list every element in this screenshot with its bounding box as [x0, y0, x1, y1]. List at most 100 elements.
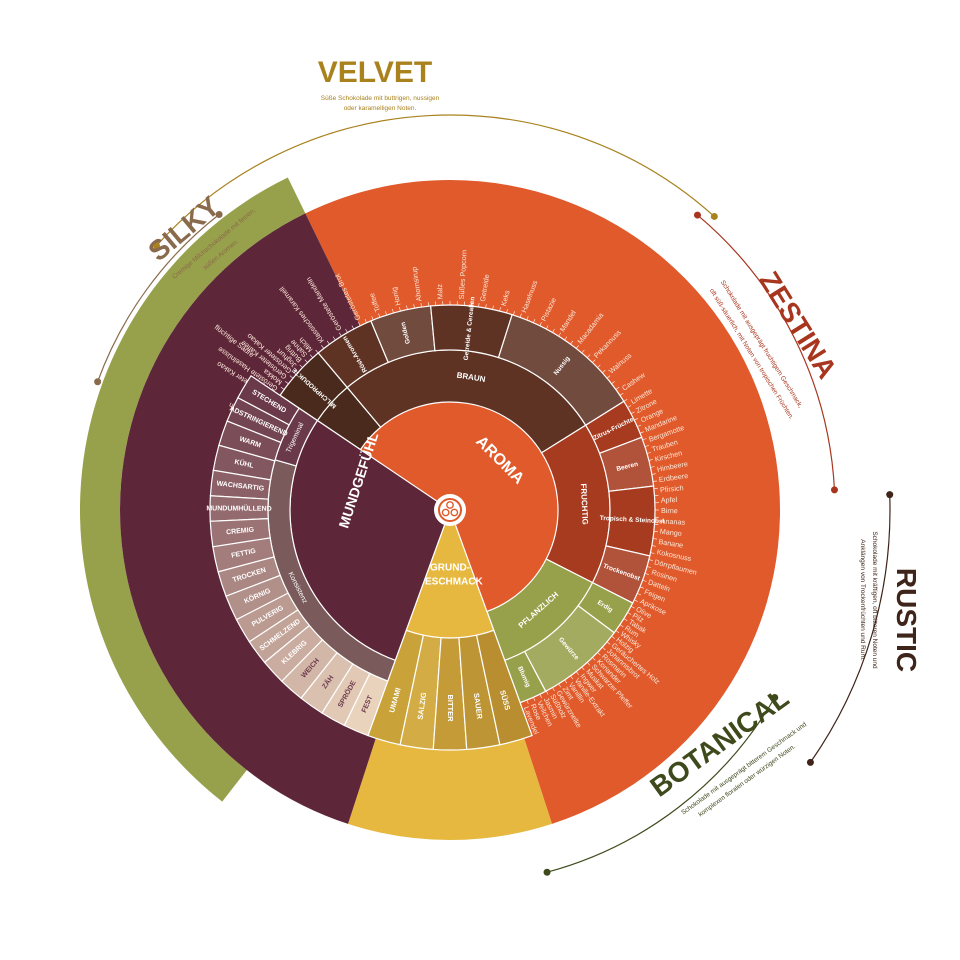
tick-mark: [338, 332, 342, 337]
tick-mark: [345, 328, 348, 333]
tick-mark: [606, 641, 611, 645]
tick-mark: [378, 313, 381, 318]
tick-mark: [634, 599, 638, 602]
tick-mark: [552, 328, 555, 333]
tick-mark: [637, 593, 642, 596]
aroma-term: Süßes Popcorn: [457, 250, 469, 300]
tick-mark: [597, 364, 601, 368]
mundgefuehl-term: MUNDUMHÜLLEND: [206, 503, 271, 512]
tick-mark: [299, 364, 303, 368]
tick-mark: [533, 697, 536, 702]
triple-spiral-icon-loop: [446, 501, 454, 509]
style-arc-zestina-dot-end: [830, 486, 838, 494]
style-arc-botanical-dot-start: [771, 694, 779, 701]
grundgeschmack-segment: [399, 634, 442, 751]
tick-mark: [413, 304, 415, 309]
style-description: Anklängen von Trockenfrüchten und Rum.: [859, 539, 866, 661]
aroma-term: Banane: [658, 537, 684, 550]
triple-spiral-icon-loop: [450, 508, 459, 517]
style-arc-botanical: [546, 697, 776, 873]
tick-mark: [611, 635, 615, 639]
tick-mark: [651, 545, 656, 547]
grundgeschmack-label-1: GRUND-: [430, 563, 470, 574]
aroma-term: Honig: [389, 286, 402, 306]
tick-mark: [586, 354, 591, 358]
mundgefuehl-segment: [209, 495, 269, 522]
mundgefuehl-segment: [321, 663, 371, 727]
tick-mark: [644, 573, 649, 575]
tick-mark: [513, 311, 515, 316]
tick-mark: [627, 405, 632, 408]
tick-mark: [570, 675, 574, 680]
tick-mark: [545, 325, 549, 330]
tick-mark: [364, 318, 367, 323]
tick-mark: [558, 332, 562, 337]
tick-mark: [637, 424, 642, 427]
tick-mark: [606, 375, 611, 379]
mundgefuehl-segment: [212, 444, 276, 481]
style-arc-silky: [97, 214, 220, 382]
tick-mark: [289, 375, 294, 379]
grundgeschmack-segment: [458, 634, 501, 751]
grundgeschmack-segment: [475, 629, 533, 746]
tick-mark: [526, 316, 529, 321]
grundgeschmack-segment: [432, 637, 468, 751]
aroma-term: Erdbeere: [658, 471, 689, 484]
tick-mark: [639, 431, 644, 434]
tick-mark: [646, 566, 651, 568]
tick-mark: [545, 690, 549, 695]
style-description: Schokolade mit kräftigen, oft bitteren N…: [871, 531, 878, 669]
style-arc-velvet-dot-start: [152, 242, 160, 250]
tick-mark: [564, 336, 568, 341]
tick-mark: [358, 322, 361, 326]
tick-mark: [539, 694, 542, 698]
tick-mark: [326, 340, 330, 345]
tick-mark: [371, 316, 374, 321]
tick-mark: [564, 679, 568, 684]
tick-mark: [592, 359, 596, 363]
mundgefuehl-segment: [343, 672, 389, 737]
tick-mark: [575, 345, 579, 349]
style-arc-rustic-dot-start: [886, 491, 894, 499]
tick-mark: [285, 381, 289, 385]
style-description: Süße Schokolade mit buttrigen, nussigen: [321, 95, 440, 102]
aroma-outer-ring-right: [450, 180, 780, 824]
silky-outer-ring: [79, 177, 306, 802]
mundgefuehl-segment: [235, 592, 299, 643]
subcategory-0-milchprodukte: [279, 352, 348, 422]
tick-mark: [648, 459, 653, 461]
tick-mark: [642, 579, 647, 582]
aroma-term: Keks: [499, 289, 512, 307]
mundgefuehl-segment: [248, 609, 311, 664]
tick-mark: [581, 349, 585, 354]
tick-mark: [586, 662, 591, 666]
tick-mark: [652, 480, 658, 482]
tick-mark: [611, 381, 615, 385]
tick-mark: [652, 538, 658, 540]
aroma-term: Apfel: [661, 495, 678, 505]
tick-mark: [570, 340, 574, 345]
style-arc-rustic-dot-end: [806, 758, 814, 766]
tick-mark: [623, 618, 628, 622]
tick-mark: [478, 302, 480, 308]
grundgeschmack-term: SALZIG: [416, 692, 429, 721]
mundgefuehl-segment: [263, 624, 324, 683]
tick-mark: [651, 473, 656, 475]
aroma-term: Birne: [661, 506, 678, 515]
tick-mark: [615, 630, 620, 634]
tick-mark: [646, 452, 651, 454]
tick-mark: [639, 586, 644, 589]
mundgefuehl-segment: [281, 639, 338, 700]
tick-mark: [294, 369, 298, 374]
category-label-fruchtig: FRUCHTIG: [579, 483, 590, 525]
style-description: oder karamelligen Noten.: [344, 105, 417, 112]
triple-spiral-icon-ring: [438, 498, 462, 522]
tick-mark: [332, 336, 336, 341]
aroma-term: Ananas: [660, 516, 685, 526]
style-arc-rustic: [809, 494, 891, 763]
tick-mark: [385, 311, 387, 316]
tick-mark: [552, 687, 555, 692]
mundgefuehl-segment: [218, 420, 282, 462]
subcategory-label: Tropisch & Steinobst: [600, 515, 666, 526]
style-arc-velvet-dot-end: [710, 212, 718, 220]
